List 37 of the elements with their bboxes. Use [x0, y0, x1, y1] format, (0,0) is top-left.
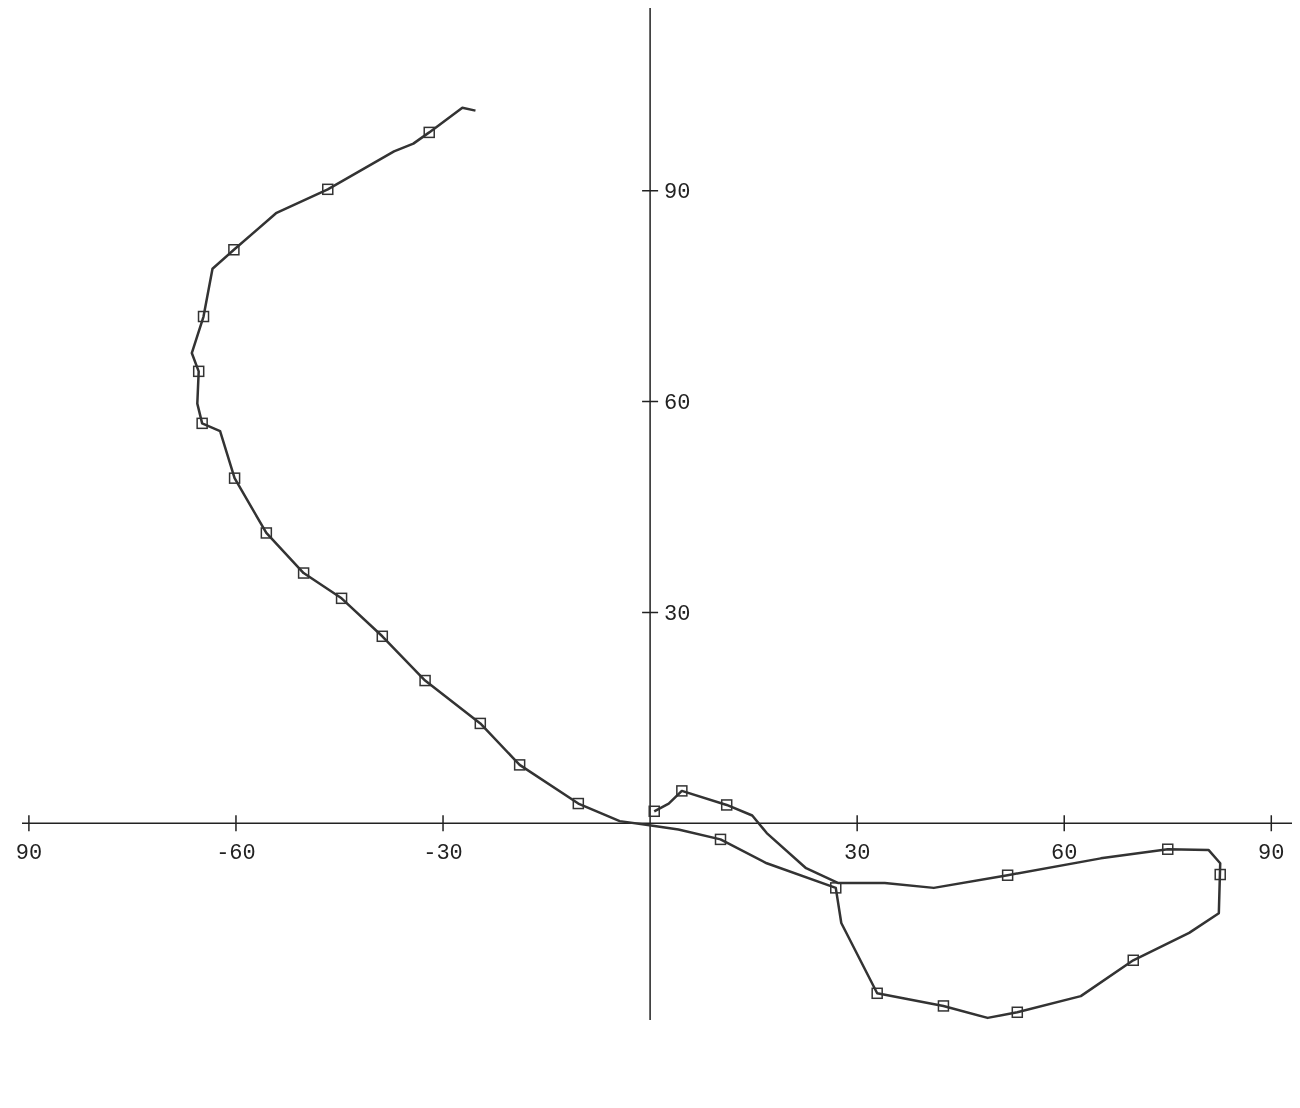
x-tick-label: 90 — [15, 841, 43, 867]
point — [192, 365, 205, 378]
point — [297, 567, 310, 579]
line-series — [190, 106, 1222, 1020]
point — [648, 805, 660, 818]
x-tick-label: -30 — [423, 841, 463, 867]
y-tick-label: 30 — [664, 602, 691, 628]
y-tick-label: 90 — [664, 180, 691, 206]
point — [1001, 869, 1014, 881]
point — [1162, 843, 1174, 855]
y-tick-label: 60 — [664, 391, 691, 417]
point — [871, 987, 883, 1000]
point — [676, 785, 688, 797]
point — [335, 592, 348, 605]
point — [423, 126, 435, 139]
x-tick-label: -60 — [216, 841, 256, 867]
x-tick-label: 30 — [843, 841, 871, 867]
point — [228, 244, 240, 256]
point — [1214, 868, 1226, 881]
point — [197, 310, 210, 323]
point — [419, 674, 431, 687]
point — [1011, 1006, 1024, 1019]
point — [474, 717, 487, 730]
point — [376, 630, 389, 643]
point — [228, 472, 241, 484]
point — [937, 1000, 950, 1012]
point — [830, 882, 842, 894]
point — [572, 797, 585, 810]
x-tick-label: 60 — [1051, 841, 1078, 867]
point — [196, 417, 208, 430]
point — [322, 183, 334, 196]
x-tick-label: 90 — [1258, 841, 1285, 867]
point — [720, 799, 733, 811]
point — [513, 759, 526, 771]
point — [260, 527, 273, 539]
point — [1127, 954, 1139, 967]
point — [714, 833, 727, 846]
